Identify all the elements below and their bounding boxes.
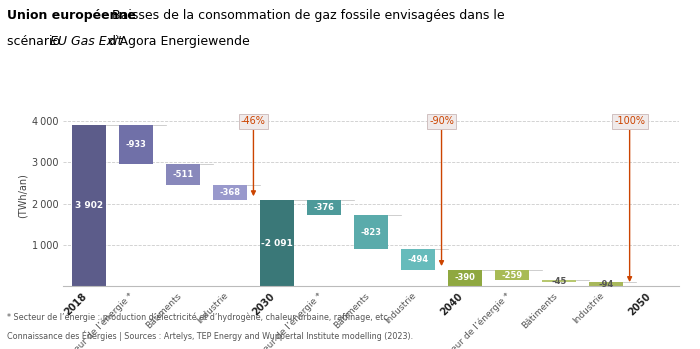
Bar <box>542 281 576 282</box>
Text: -933: -933 <box>125 140 146 149</box>
Bar <box>495 270 529 281</box>
Bar <box>448 270 482 286</box>
Text: -90%: -90% <box>429 116 454 126</box>
Bar <box>354 215 388 250</box>
Bar <box>401 250 435 270</box>
Y-axis label: (TWh/an): (TWh/an) <box>18 173 27 218</box>
Text: -46%: -46% <box>241 116 266 126</box>
Text: d'Agora Energiewende: d'Agora Energiewende <box>104 35 249 48</box>
Text: -368: -368 <box>219 188 240 197</box>
Text: Baisses de la consommation de gaz fossile envisagées dans le: Baisses de la consommation de gaz fossil… <box>108 9 505 22</box>
Text: -100%: -100% <box>614 116 645 126</box>
Bar <box>260 200 294 286</box>
Bar <box>589 282 623 286</box>
Bar <box>213 185 247 200</box>
Text: -494: -494 <box>407 255 428 264</box>
Text: -390: -390 <box>454 274 475 282</box>
Text: -511: -511 <box>172 170 193 179</box>
Bar <box>307 200 341 215</box>
Bar <box>166 164 200 185</box>
Text: -2 091: -2 091 <box>261 239 293 247</box>
Text: * Secteur de l’énergie : production d’électricité et d’hydrogène, chaleur urbain: * Secteur de l’énergie : production d’él… <box>7 312 391 322</box>
Text: EU Gas Exit: EU Gas Exit <box>50 35 122 48</box>
Text: -45: -45 <box>552 277 567 286</box>
Text: -823: -823 <box>360 228 382 237</box>
Bar <box>119 125 153 164</box>
Text: -94: -94 <box>598 280 614 289</box>
Text: 3 902: 3 902 <box>75 201 103 210</box>
Text: -376: -376 <box>314 203 335 212</box>
Text: scénario: scénario <box>7 35 64 48</box>
Text: -259: -259 <box>501 270 523 280</box>
Text: Connaissance des Énergies | Sources : Artelys, TEP Energy and Wuppertal Institut: Connaissance des Énergies | Sources : Ar… <box>7 331 413 341</box>
Text: Union européenne: Union européenne <box>7 9 136 22</box>
Bar <box>72 125 106 286</box>
